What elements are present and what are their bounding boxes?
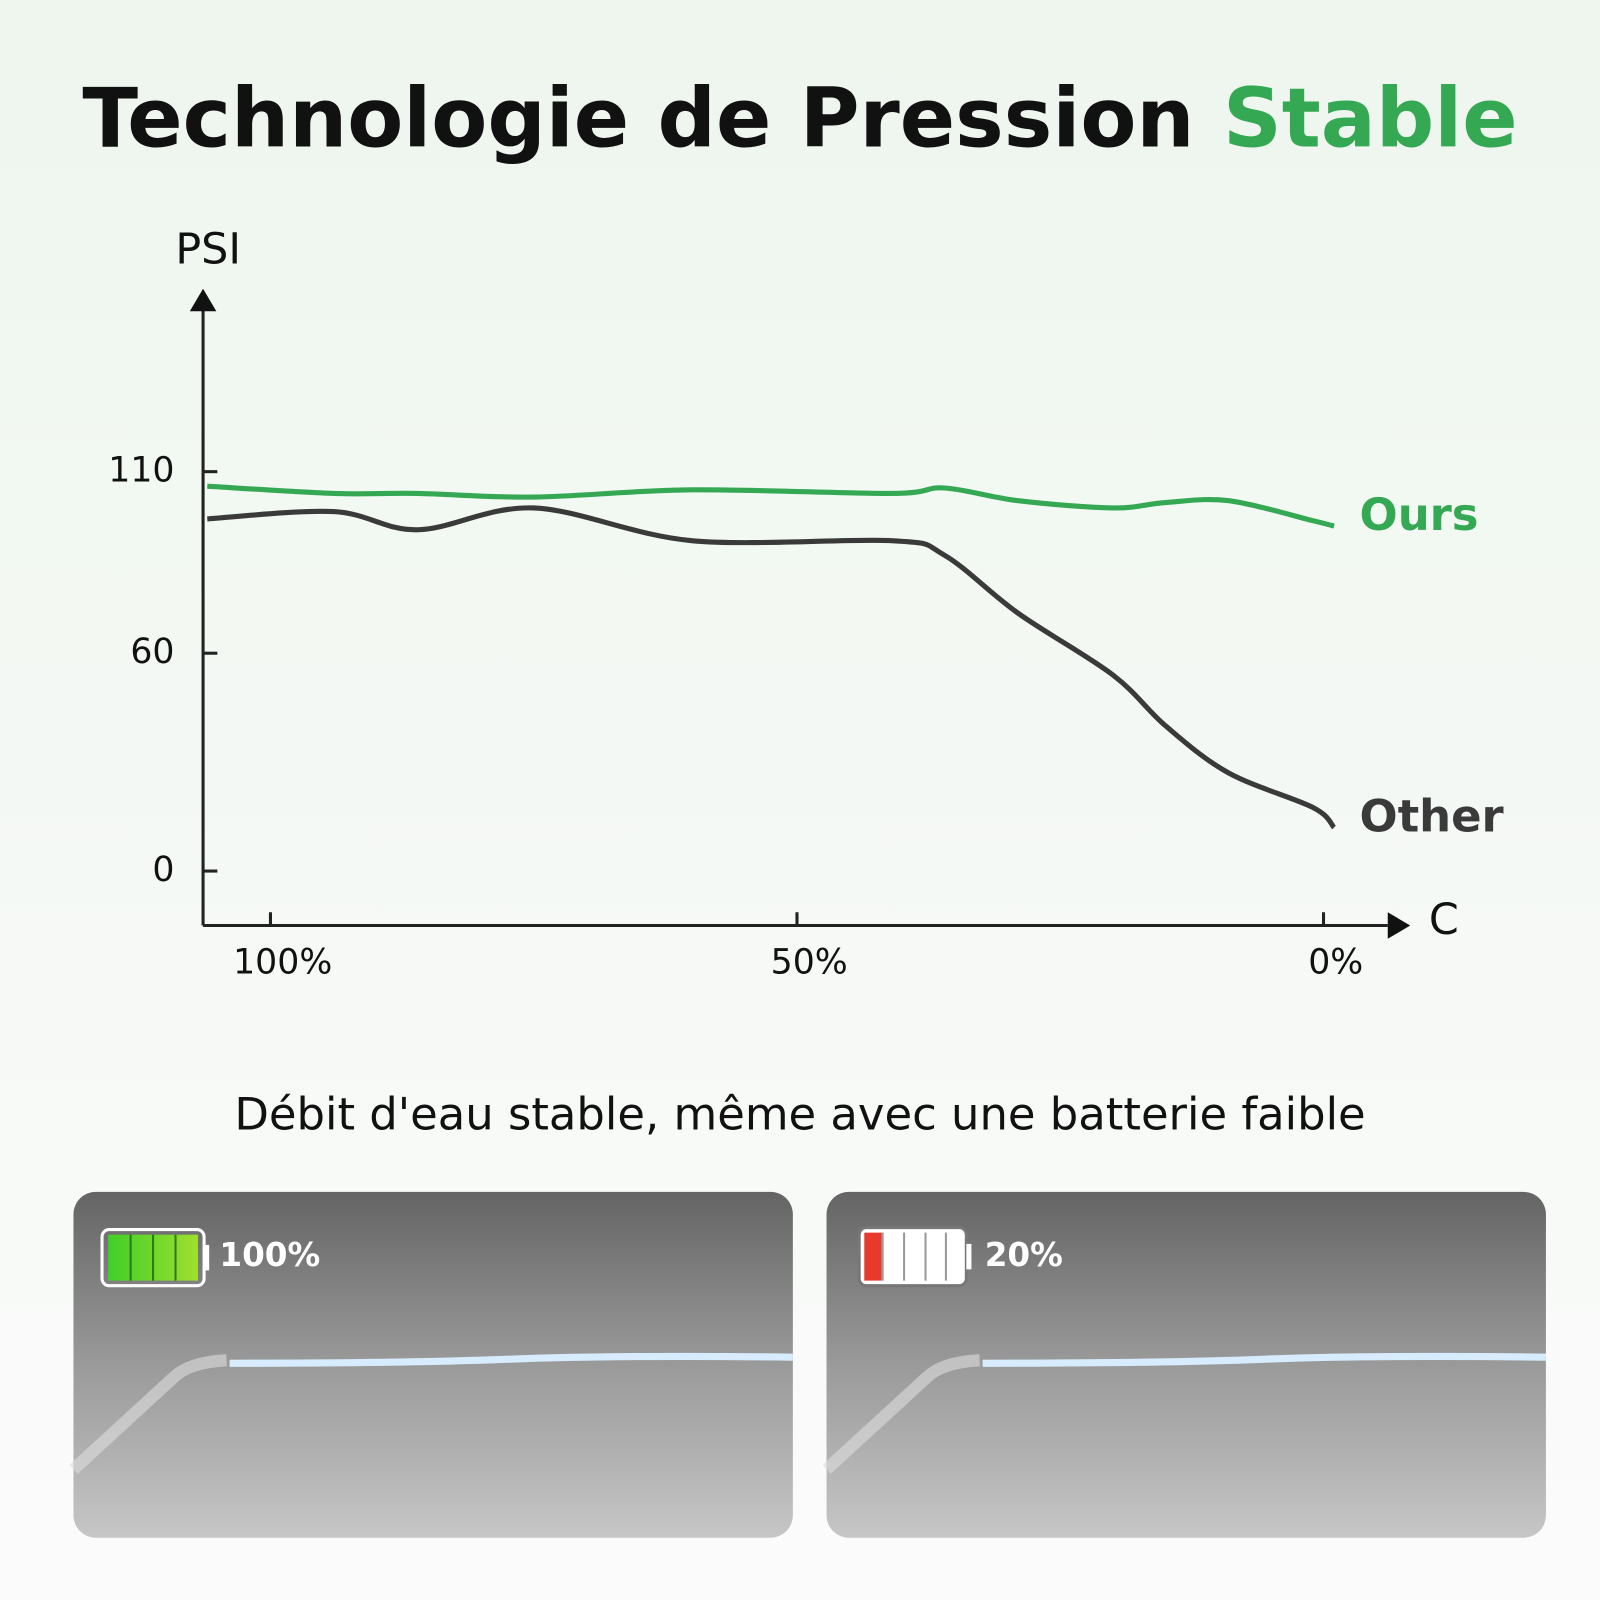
title: Technologie de Pression Stable <box>82 72 1517 167</box>
data-line <box>207 505 1337 830</box>
x-tick-label: 100% <box>233 942 332 982</box>
battery-label: 100% <box>219 1236 320 1274</box>
nozzle <box>822 1354 980 1474</box>
water-jet <box>982 1352 1546 1367</box>
x-arrow <box>1387 912 1411 939</box>
series-label: Ours <box>1360 488 1479 541</box>
y-axis-label: PSI <box>175 225 241 275</box>
panel: 20% <box>822 1191 1546 1538</box>
x-axis-label: C <box>1429 895 1459 945</box>
data-line <box>207 483 1335 529</box>
subtitle: Débit d'eau stable, même avec une batter… <box>234 1087 1365 1140</box>
battery-cells <box>129 1234 177 1281</box>
title-highlight: Stable <box>1223 72 1518 167</box>
x-tick-label: 0% <box>1308 942 1363 982</box>
nozzle <box>69 1354 227 1474</box>
y-tick-label: 0 <box>152 850 174 890</box>
battery-fill <box>864 1232 882 1281</box>
y-arrow <box>189 288 217 312</box>
panel: 100% <box>69 1191 793 1538</box>
battery-cells <box>881 1232 947 1281</box>
y-tick-label: 60 <box>130 632 174 672</box>
y-tick-label: 110 <box>108 451 174 491</box>
water-jet <box>229 1352 793 1367</box>
battery-label: 20% <box>985 1236 1063 1274</box>
x-tick-label: 50% <box>771 942 848 982</box>
chart: PSI C 0 60 110 100% 50% 0% Ours Other <box>108 225 1503 983</box>
title-main: Technologie de Pression <box>82 72 1194 167</box>
battery-tip <box>966 1243 972 1270</box>
battery-tip <box>204 1244 210 1271</box>
series-label: Other <box>1360 789 1504 842</box>
